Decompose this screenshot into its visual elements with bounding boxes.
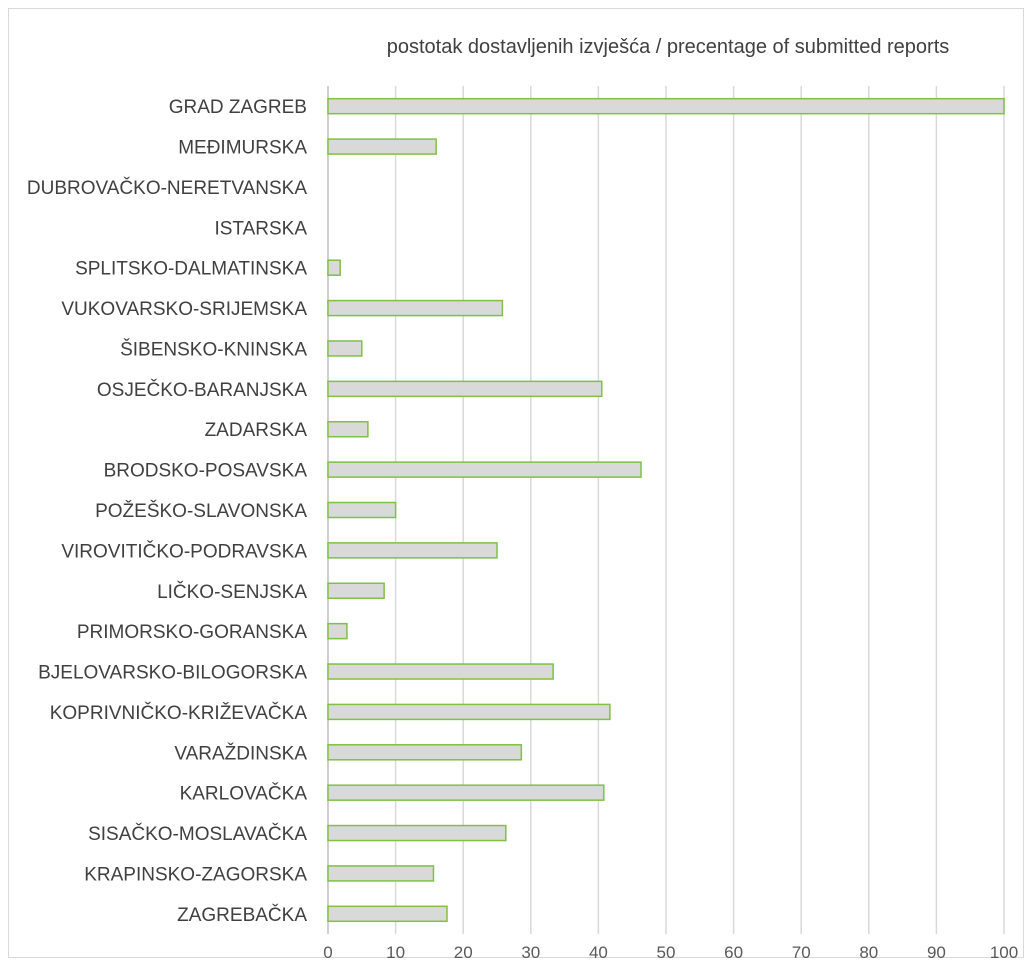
x-tick-labels: 0 10 20 30 40 50 60 70 80 90 100: [323, 943, 1018, 962]
category-label: SPLITSKO-DALMATINSKA: [75, 259, 307, 280]
x-tick-label: 0: [323, 943, 332, 962]
category-label: LIČKO-SENJSKA: [157, 581, 307, 603]
bar: [327, 622, 348, 640]
category-label: GRAD ZAGREB: [169, 97, 307, 118]
bar: [327, 259, 341, 276]
bar: [327, 663, 554, 680]
category-label: SISAČKO-MOSLAVAČKA: [88, 823, 307, 845]
x-tick-label: 100: [990, 943, 1018, 962]
category-label: KRAPINSKO-ZAGORSKA: [84, 864, 307, 885]
category-label: KARLOVAČKA: [180, 783, 308, 805]
x-tick-label: 30: [521, 943, 540, 962]
category-label: BJELOVARSKO-BILOGORSKA: [38, 663, 307, 684]
bar: [327, 703, 611, 721]
bar: [327, 461, 642, 478]
bar: [327, 784, 605, 801]
category-label: MEĐIMURSKA: [178, 138, 307, 159]
bar: [327, 865, 435, 882]
x-tick-label: 50: [657, 943, 676, 962]
x-tick-label: 80: [859, 943, 878, 962]
x-tick-label: 70: [792, 943, 811, 962]
category-label: BRODSKO-POSAVSKA: [104, 461, 308, 482]
category-label: ZAGREBAČKA: [177, 904, 307, 926]
category-label: DUBROVAČKO-NERETVANSKA: [27, 177, 307, 199]
bar: [327, 340, 363, 357]
category-label: ISTARSKA: [214, 218, 307, 239]
bars: [327, 97, 1005, 923]
gridlines: [327, 86, 1005, 934]
x-tick-label: 60: [724, 943, 743, 962]
category-label: OSJEČKO-BARANJSKA: [97, 379, 307, 401]
category-label: KOPRIVNIČKO-KRIŽEVAČKA: [50, 702, 308, 724]
bar: [327, 380, 603, 398]
bar: [327, 744, 523, 761]
bar: [327, 501, 397, 519]
bar: [327, 582, 385, 600]
x-tick-label: 10: [386, 943, 405, 962]
x-tick-label: 20: [454, 943, 473, 962]
category-labels: GRAD ZAGREB MEĐIMURSKA DUBROVAČKO-NERETVAN…: [27, 97, 307, 926]
category-label: VIROVITIČKO-PODRAVSKA: [61, 540, 307, 562]
bar: [327, 824, 507, 842]
category-label: VUKOVARSKO-SRIJEMSKA: [61, 299, 307, 320]
category-label: ŠIBENSKO-KNINSKA: [120, 338, 307, 360]
x-tick-label: 40: [589, 943, 608, 962]
category-label: POŽEŠKO-SLAVONSKA: [95, 500, 307, 522]
bar: [327, 420, 369, 438]
category-label: VARAŽDINSKA: [174, 742, 307, 764]
bar: [327, 97, 1005, 115]
bar: [327, 299, 504, 317]
category-label: PRIMORSKO-GORANSKA: [77, 622, 307, 643]
bar: [327, 138, 437, 155]
chart-title: postotak dostavljenih izvješća / precent…: [387, 36, 950, 58]
bar: [327, 905, 448, 923]
bar: [327, 542, 498, 559]
category-label: ZADARSKA: [205, 420, 308, 441]
x-tick-label: 90: [927, 943, 946, 962]
